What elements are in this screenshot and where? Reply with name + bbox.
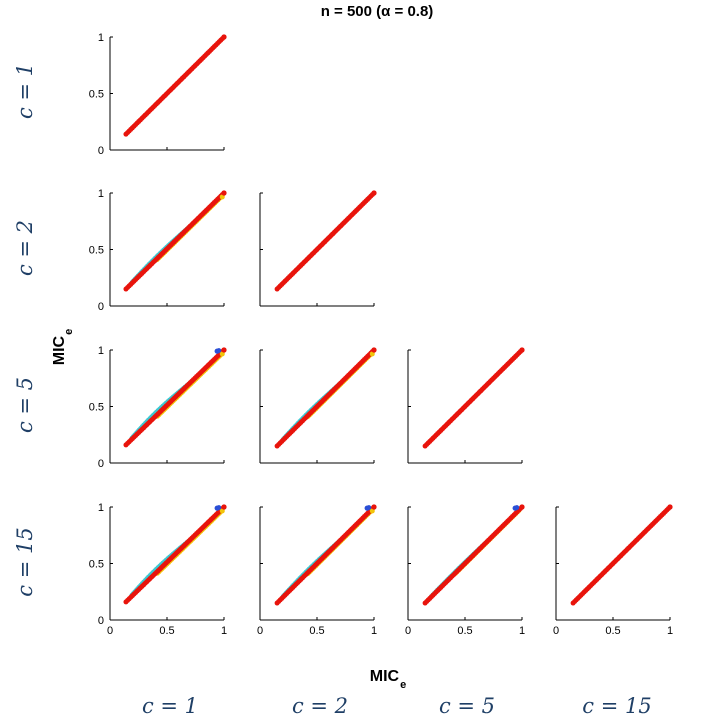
y-axis-label-main: MIC: [51, 335, 68, 365]
y-axis-label-sub: e: [63, 329, 75, 335]
col-label-c5: c = 5: [439, 694, 495, 718]
x-axis-label-main: MIC: [370, 668, 400, 685]
panel-r2-c2: [259, 190, 377, 307]
row-labels: c = 1 c = 2 c = 5 c = 15: [13, 63, 37, 597]
point-main: [667, 504, 673, 510]
x-tick-label: 0.5: [457, 625, 472, 637]
y-tick-label: 1: [98, 345, 104, 357]
column-labels: c = 1 c = 2 c = 5 c = 15: [142, 694, 652, 718]
point-overlay-blue: [366, 505, 372, 510]
panel-r4-c1: 00 0.5 0.5 1 1: [89, 502, 227, 637]
point-main: [221, 504, 227, 510]
chart-title: n = 500 (α = 0.8): [321, 3, 434, 20]
y-tick-label: 0.5: [89, 402, 104, 414]
x-axis-label-sub: e: [400, 679, 406, 691]
panel-r4-c3: 0 0.5 1: [405, 504, 525, 637]
point-main: [221, 190, 227, 196]
x-tick-label: 0: [257, 625, 263, 637]
row-label-c15: c = 15: [13, 527, 37, 596]
y-tick-label: 0: [98, 458, 104, 470]
panel-r4-c2: 0 0.5 1: [257, 504, 377, 637]
y-tick-label: 0: [98, 145, 104, 157]
point-overlay-blue: [514, 505, 520, 510]
panel-r2-c1: 00.51: [89, 188, 227, 313]
x-tick-label: 1: [667, 625, 673, 637]
panel-r3-c3: [407, 347, 525, 464]
point-main: [371, 190, 377, 196]
y-tick-label: 1: [98, 188, 104, 200]
y-tick-label: 0: [98, 615, 104, 627]
y-tick-label: 0.5: [89, 245, 104, 257]
x-tick-label: 0: [405, 625, 411, 637]
y-tick-label: 0.5: [89, 559, 104, 571]
point-main: [519, 504, 525, 510]
y-tick-label: 1: [98, 502, 104, 514]
x-tick-label: 1: [519, 625, 525, 637]
row-label-c2: c = 2: [13, 220, 37, 276]
x-axis-label: MICe: [370, 668, 406, 691]
col-label-c1: c = 1: [142, 694, 198, 718]
point-overlay-blue: [216, 505, 222, 510]
point-main: [371, 504, 377, 510]
y-tick-label: 1: [98, 32, 104, 44]
y-axis-label: MICe: [51, 329, 75, 365]
point-overlay-yellow: [219, 351, 225, 357]
point-overlay-yellow: [369, 508, 375, 514]
point-overlay-yellow: [219, 508, 225, 514]
x-tick-label: 0.5: [605, 625, 620, 637]
point-overlay-yellow: [219, 194, 225, 200]
col-label-c15: c = 15: [582, 694, 651, 718]
x-tick-label: 0: [553, 625, 559, 637]
col-label-c2: c = 2: [292, 694, 348, 718]
x-tick-label: 1: [371, 625, 377, 637]
x-tick-label: 0.5: [159, 625, 174, 637]
point-main: [221, 34, 227, 40]
panel-r1-c1: 00.51: [89, 32, 227, 157]
row-label-c1: c = 1: [13, 63, 37, 119]
panel-r4-c4: 0 0.5 1: [553, 504, 673, 637]
point-main: [519, 347, 525, 353]
y-tick-label: 0.5: [89, 89, 104, 101]
panel-r3-c2: [259, 347, 377, 464]
point-main: [371, 347, 377, 353]
x-tick-label: 0.5: [309, 625, 324, 637]
point-overlay-blue: [216, 348, 222, 353]
x-tick-label: 1: [221, 625, 227, 637]
x-tick-label: 0: [107, 625, 113, 637]
point-main: [221, 347, 227, 353]
row-label-c5: c = 5: [13, 377, 37, 433]
point-overlay-yellow: [369, 351, 375, 357]
panel-r3-c1: 00.51: [89, 345, 227, 470]
y-tick-label: 0: [98, 301, 104, 313]
